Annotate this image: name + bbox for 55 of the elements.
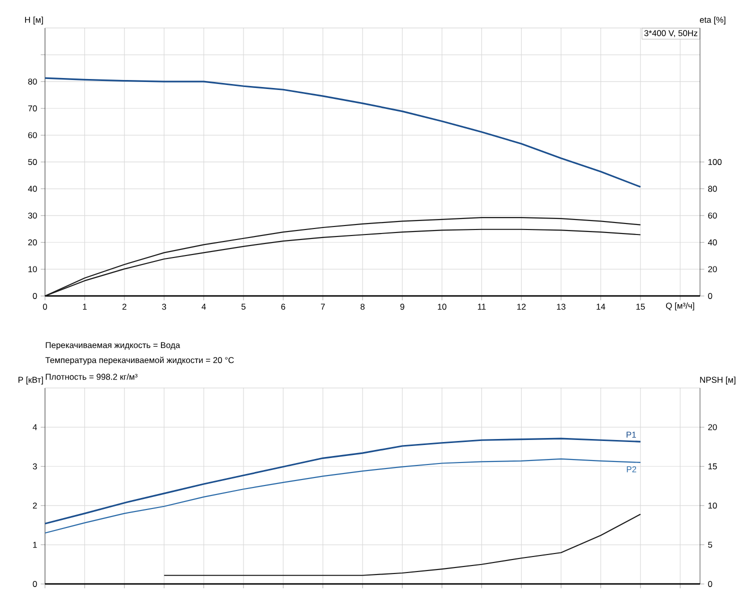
y-tick-label: 1	[33, 542, 37, 548]
y2-tick-label: 40	[708, 239, 717, 246]
y2-axis-title: NPSH [м]	[700, 376, 736, 384]
x-tick-label: 7	[320, 304, 325, 310]
y2-tick-label: 15	[708, 463, 717, 470]
y2-tick-label: 10	[708, 502, 717, 509]
y-tick-label: 50	[28, 158, 37, 165]
x-tick-label: 12	[517, 304, 526, 310]
x-tick-label: 14	[596, 304, 606, 310]
y2-tick-label: 100	[708, 158, 722, 165]
y-tick-label: 4	[32, 424, 37, 430]
y2-tick-label: 20	[708, 266, 717, 272]
y2-tick-label: 80	[708, 186, 717, 192]
x-tick-label: 13	[557, 304, 566, 310]
x-tick-label: 9	[400, 304, 404, 310]
line-series	[44, 438, 642, 524]
text: Температура перекачиваемой жидкости = 20 °C	[45, 356, 234, 365]
text: Перекачиваемая жидкость = Вода	[46, 342, 180, 350]
text: Плотность = 998.2 кг/м³	[46, 374, 138, 380]
y2-tick-label: 20	[708, 424, 717, 430]
y-axis-title: P [кВт]	[18, 376, 43, 384]
line-series	[44, 77, 642, 188]
x-tick-label: 2	[122, 304, 126, 310]
y-tick-label: 0	[32, 580, 37, 587]
y2-axis-title: eta [%]	[700, 16, 726, 24]
y-tick-label: 30	[28, 212, 37, 219]
y-tick-label: 0	[32, 292, 37, 299]
x-tick-label: 0	[42, 304, 48, 310]
y-tick-label: 3	[32, 463, 37, 470]
x-tick-label: 8	[360, 304, 365, 310]
y-tick-label: 10	[28, 266, 37, 272]
y-tick-label: 70	[28, 105, 37, 112]
y2-tick-label: 5	[708, 542, 712, 548]
x-tick-label: 1	[82, 304, 87, 310]
y-tick-label: 60	[28, 132, 37, 138]
y-tick-label: 40	[28, 186, 37, 192]
series-label: P2	[626, 466, 636, 472]
x-tick-label: 4	[202, 304, 206, 310]
x-tick-label: 11	[478, 304, 486, 310]
y-axis-title: H [м]	[25, 16, 43, 24]
y2-tick-label: 60	[708, 212, 717, 219]
x-tick-label: 3	[162, 304, 166, 310]
y-tick-label: 2	[32, 502, 37, 509]
x-axis-title: Q [м³/ч]	[666, 302, 694, 310]
y2-tick-label: 0	[708, 292, 712, 299]
x-tick-label: 10	[438, 304, 446, 310]
x-tick-label: 15	[636, 304, 645, 310]
series-label: P1	[626, 432, 636, 438]
x-tick-label: 6	[281, 304, 286, 310]
x-tick-label: 5	[241, 304, 246, 310]
y-tick-label: 80	[28, 78, 37, 85]
y2-tick-label: 0	[708, 580, 712, 587]
y-tick-label: 20	[28, 239, 37, 246]
line-series	[44, 458, 642, 534]
annotation: 3*400 V, 50Hz	[644, 30, 698, 38]
